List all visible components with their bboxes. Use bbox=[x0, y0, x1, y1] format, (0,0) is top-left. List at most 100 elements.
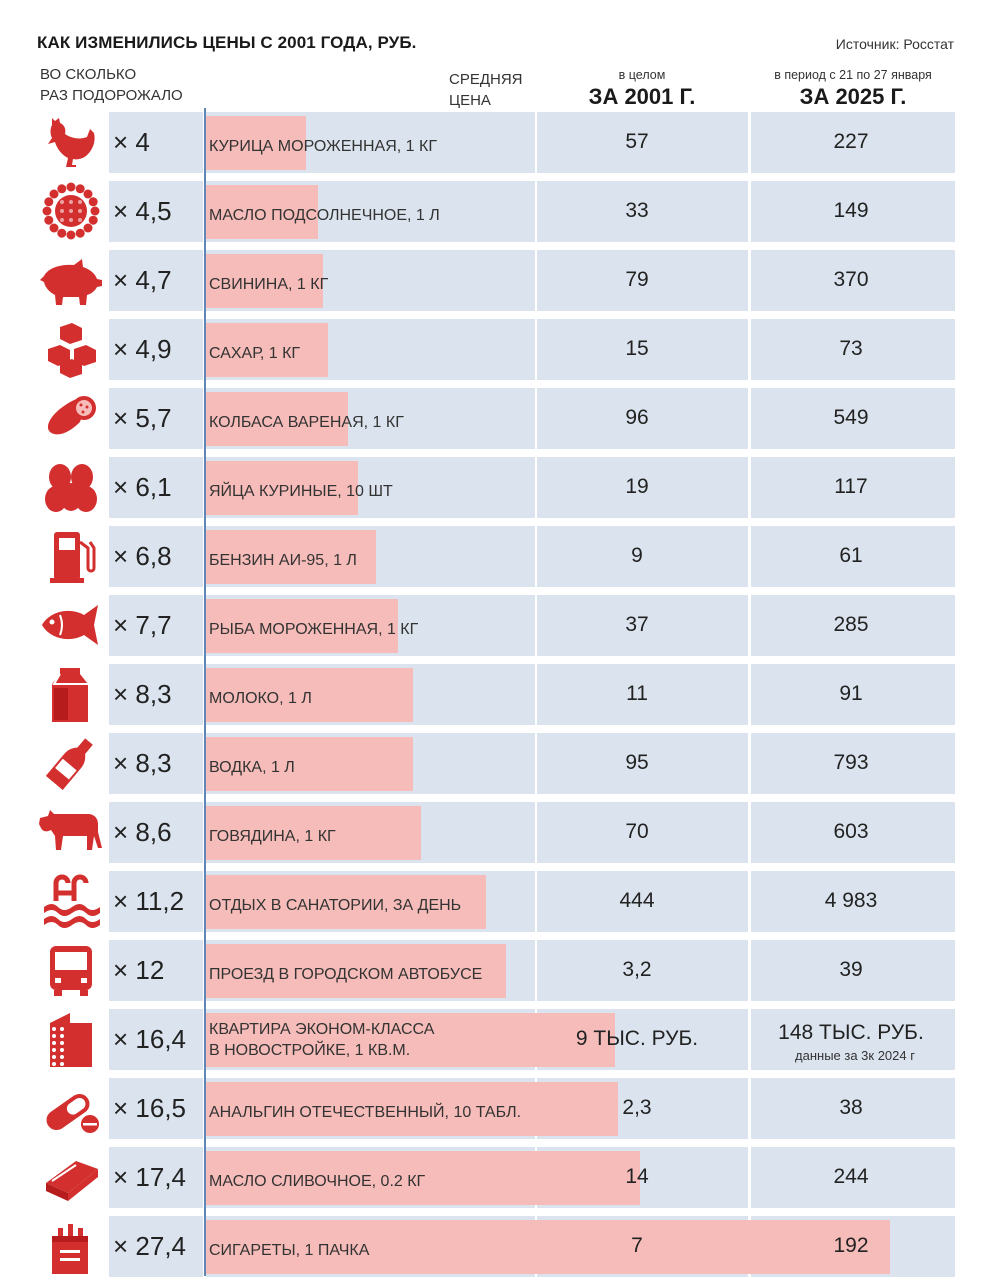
price-2025: 549 bbox=[833, 406, 869, 429]
price-2025: 4 983 bbox=[824, 889, 878, 912]
bar bbox=[206, 737, 414, 791]
row-cell-bg bbox=[751, 664, 955, 725]
bar bbox=[206, 323, 329, 377]
multiplier-label: × 5,7 bbox=[113, 403, 172, 433]
row-cell-bg bbox=[751, 1147, 955, 1208]
row-cell-bg bbox=[109, 733, 203, 794]
multiplier-label: × 27,4 bbox=[113, 1231, 187, 1261]
price-2025: 148 ТЫС. РУБ. bbox=[778, 1021, 924, 1044]
row-cell-bg bbox=[109, 802, 203, 863]
category-label: ГОВЯДИНА, 1 КГ bbox=[209, 828, 336, 845]
category-label: БЕНЗИН АИ-95, 1 Л bbox=[209, 552, 357, 569]
price-2001: 3,2 bbox=[622, 958, 652, 981]
row-cell-bg bbox=[751, 1009, 955, 1070]
price-2025: 603 bbox=[833, 820, 869, 843]
price-2001: 9 bbox=[631, 544, 643, 567]
multiplier-label: × 6,1 bbox=[113, 472, 172, 502]
header-avg-line1: СРЕДНЯЯ bbox=[449, 71, 523, 88]
row-cell-bg bbox=[751, 181, 955, 242]
pill-icon bbox=[38, 1078, 104, 1138]
row-cell-bg bbox=[109, 250, 203, 311]
row-cell-bg bbox=[109, 940, 203, 1001]
price-2001: 37 bbox=[625, 613, 649, 636]
price-2001: 70 bbox=[625, 820, 649, 843]
multiplier-label: × 12 bbox=[113, 955, 165, 985]
header-times-line2: РАЗ ПОДОРОЖАЛО bbox=[40, 87, 183, 104]
category-label-line1: КВАРТИРА ЭКОНОМ-КЛАССА bbox=[209, 1021, 435, 1038]
row-cell-bg bbox=[751, 526, 955, 587]
multiplier-label: × 4,5 bbox=[113, 196, 172, 226]
header-avg-line2: ЦЕНА bbox=[449, 92, 491, 109]
row-cell-bg bbox=[109, 457, 203, 518]
row-cell-bg bbox=[537, 388, 748, 449]
row-cell-bg bbox=[751, 457, 955, 518]
bar bbox=[206, 599, 399, 653]
price-2025: 192 bbox=[833, 1234, 869, 1257]
butter-icon bbox=[38, 1147, 104, 1207]
bar bbox=[206, 185, 319, 239]
row-cell-bg bbox=[537, 181, 748, 242]
row-cell-bg bbox=[751, 1078, 955, 1139]
fuel-pump-icon bbox=[38, 526, 104, 586]
cigarettes-icon bbox=[38, 1216, 104, 1276]
row-cell-bg bbox=[537, 940, 748, 1001]
category-label: СВИНИНА, 1 КГ bbox=[209, 276, 329, 293]
category-label: СИГАРЕТЫ, 1 ПАЧКА bbox=[209, 1242, 370, 1259]
bar bbox=[206, 392, 349, 446]
row-cell-bg bbox=[109, 1216, 203, 1277]
sunflower-icon bbox=[38, 181, 104, 241]
price-2025: 61 bbox=[839, 544, 863, 567]
price-2025: 285 bbox=[833, 613, 869, 636]
price-2025: 370 bbox=[833, 268, 869, 291]
row-cell-bg bbox=[537, 802, 748, 863]
multiplier-label: × 4 bbox=[113, 127, 150, 157]
category-label: МАСЛО СЛИВОЧНОЕ, 0.2 КГ bbox=[209, 1173, 426, 1190]
category-label: КОЛБАСА ВАРЕНАЯ, 1 КГ bbox=[209, 414, 404, 431]
price-2001: 79 bbox=[625, 268, 649, 291]
multiplier-label: × 6,8 bbox=[113, 541, 172, 571]
header-2025-title: ЗА 2025 Г. bbox=[799, 84, 907, 109]
row-cell-bg bbox=[751, 595, 955, 656]
fish-icon bbox=[38, 595, 104, 655]
price-2001: 95 bbox=[625, 751, 649, 774]
header-times-increase: ВО СКОЛЬКО РАЗ ПОДОРОЖАЛО bbox=[40, 64, 210, 106]
price-2001: 96 bbox=[625, 406, 649, 429]
row-cell-bg bbox=[537, 112, 748, 173]
milk-carton-icon bbox=[38, 664, 104, 724]
multiplier-label: × 8,6 bbox=[113, 817, 172, 847]
header-2025-subtitle: в период с 21 по 27 января bbox=[774, 68, 932, 82]
row-cell-bg bbox=[109, 319, 203, 380]
bottle-icon bbox=[38, 733, 104, 793]
source-note: Источник: Росстат bbox=[835, 36, 954, 52]
price-2001: 33 bbox=[625, 199, 649, 222]
category-label: КВАРТИРА ЭКОНОМ-КЛАССА В НОВОСТРОЙКЕ, 1 К… bbox=[209, 1019, 434, 1061]
multiplier-label: × 4,7 bbox=[113, 265, 172, 295]
category-label: АНАЛЬГИН ОТЕЧЕСТВЕННЫЙ, 10 ТАБЛ. bbox=[209, 1104, 522, 1121]
bar bbox=[206, 668, 414, 722]
bar bbox=[206, 461, 359, 515]
price-2025: 38 bbox=[839, 1096, 863, 1119]
category-label: САХАР, 1 КГ bbox=[209, 345, 301, 362]
header-times-line1: ВО СКОЛЬКО bbox=[40, 66, 137, 83]
bar bbox=[206, 1151, 641, 1205]
row-cell-bg bbox=[109, 595, 203, 656]
header-average-price: СРЕДНЯЯ ЦЕНА bbox=[449, 69, 559, 111]
row-cell-bg bbox=[751, 802, 955, 863]
sugar-cubes-icon bbox=[38, 319, 104, 379]
category-label: ОТДЫХ В САНАТОРИИ, ЗА ДЕНЬ bbox=[209, 897, 462, 914]
header-2001-title: ЗА 2001 Г. bbox=[588, 84, 696, 109]
price-2001: 7 bbox=[631, 1234, 643, 1257]
row-cell-bg bbox=[109, 181, 203, 242]
price-2025-note: данные за 3к 2024 г bbox=[795, 1048, 915, 1063]
price-2025: 117 bbox=[834, 475, 868, 498]
row-cell-bg bbox=[109, 664, 203, 725]
category-label: ВОДКА, 1 Л bbox=[209, 759, 295, 776]
bus-icon bbox=[38, 940, 104, 1000]
pig-icon bbox=[38, 250, 104, 310]
bar bbox=[206, 116, 306, 170]
row-cell-bg bbox=[109, 526, 203, 587]
row-cell-bg bbox=[537, 871, 748, 932]
price-2025: 793 bbox=[833, 751, 869, 774]
chicken-icon bbox=[38, 112, 104, 172]
chart-title: КАК ИЗМЕНИЛИСЬ ЦЕНЫ С 2001 ГОДА, РУБ. bbox=[37, 33, 417, 52]
